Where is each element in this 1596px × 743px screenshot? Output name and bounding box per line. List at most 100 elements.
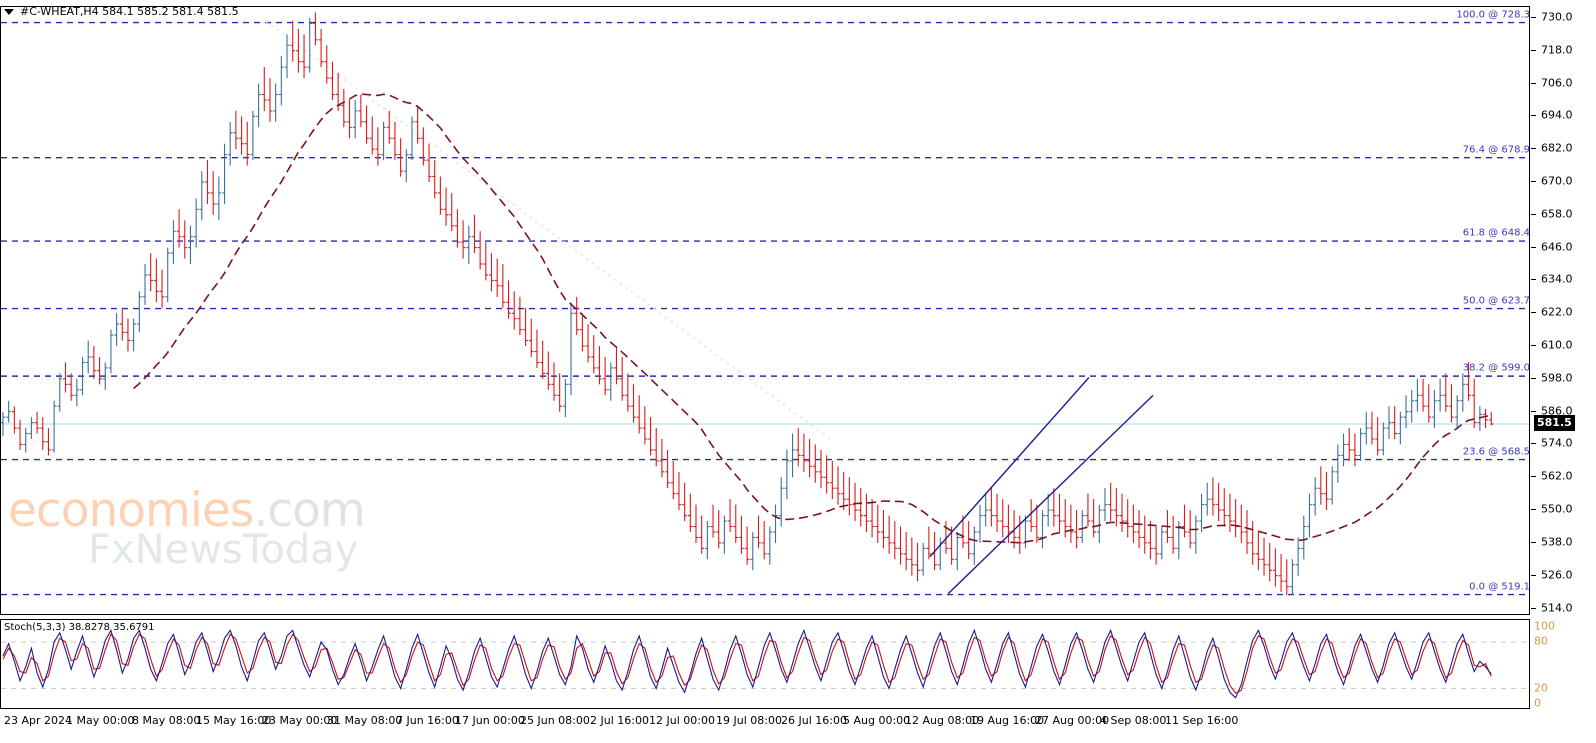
ohlc-bar xyxy=(761,521,767,560)
ohlc-bar xyxy=(1318,466,1324,505)
ohlc-bar xyxy=(841,471,847,511)
ohlc-bar xyxy=(324,45,330,84)
ohlc-bar xyxy=(1420,378,1426,412)
triangle-down-icon[interactable] xyxy=(4,8,14,15)
ohlc-bar xyxy=(517,296,523,336)
ohlc-bar xyxy=(1375,417,1381,456)
price-tick-label: 646.0 xyxy=(1541,240,1573,254)
ohlc-bar xyxy=(648,417,653,456)
ohlc-bar xyxy=(1426,384,1432,423)
price-tick-mark xyxy=(1531,574,1536,576)
ohlc-bar xyxy=(926,526,932,560)
time-axis-label: 5 Aug 00:00 xyxy=(843,714,911,727)
time-axis-label: 25 Jun 08:00 xyxy=(520,714,590,727)
ohlc-bar xyxy=(244,121,250,166)
ohlc-bar xyxy=(608,362,614,401)
time-axis-label: 31 May 08:00 xyxy=(327,714,403,727)
stochastic-pane[interactable] xyxy=(0,619,1530,709)
ohlc-bar xyxy=(29,417,34,440)
price-tick-label: 526.0 xyxy=(1541,568,1573,582)
time-axis-label: 8 May 08:00 xyxy=(132,714,201,727)
ohlc-bar xyxy=(1278,553,1284,593)
ohlc-bar xyxy=(1380,422,1386,456)
stochastic-axis: 100 80 20 0 xyxy=(1531,619,1596,709)
ohlc-bar xyxy=(432,160,438,199)
ohlc-bar xyxy=(131,318,137,352)
ohlc-bar xyxy=(159,269,165,308)
symbol-ohlc-label: #C-WHEAT,H4 584.1 585.2 581.4 581.5 xyxy=(20,5,239,18)
ohlc-bar xyxy=(1392,406,1398,440)
ohlc-bar xyxy=(1250,521,1256,565)
ohlc-bar xyxy=(977,504,983,543)
ohlc-bar xyxy=(1023,515,1028,549)
ohlc-bar xyxy=(193,198,199,248)
ohlc-bar xyxy=(909,537,915,576)
ohlc-bar xyxy=(1397,411,1403,445)
ohlc-bar xyxy=(1471,378,1477,429)
stochastic-k-line xyxy=(2,628,1492,699)
ohlc-bar xyxy=(954,531,960,571)
ohlc-bar xyxy=(358,94,364,128)
ohlc-bar xyxy=(1335,444,1341,483)
ohlc-bar xyxy=(17,419,23,450)
ohlc-bar xyxy=(665,449,670,489)
stochastic-d-line xyxy=(2,633,1492,694)
ohlc-bar xyxy=(295,28,301,73)
price-tick-mark xyxy=(1531,82,1536,84)
ohlc-bar xyxy=(369,116,375,155)
ohlc-bar xyxy=(483,242,489,281)
ohlc-bar xyxy=(1346,428,1352,461)
time-axis[interactable]: 23 Apr 2024 1 May 00:00 8 May 08:00 15 May … xyxy=(0,710,1596,743)
ohlc-bar xyxy=(119,307,125,341)
ohlc-bar xyxy=(1238,504,1244,543)
ohlc-bar xyxy=(199,171,205,221)
ohlc-bar xyxy=(375,127,381,166)
price-tick-mark xyxy=(1531,410,1536,412)
ohlc-bar xyxy=(142,264,148,306)
ohlc-bar xyxy=(1051,488,1057,527)
ohlc-bar xyxy=(540,340,546,379)
ohlc-bar xyxy=(313,12,318,46)
price-axis[interactable]: 730.0 718.0 706.0 694.0 682.0 670.0 658.0 646.0… xyxy=(1531,6,1596,615)
price-tick-label: 574.0 xyxy=(1541,436,1573,450)
ohlc-bar xyxy=(881,510,886,549)
ohlc-bar xyxy=(153,258,159,303)
ohlc-bar xyxy=(500,264,506,308)
price-tick-label: 610.0 xyxy=(1541,338,1573,352)
ohlc-bar xyxy=(290,20,296,62)
ohlc-bar xyxy=(898,526,903,565)
ohlc-bar xyxy=(892,521,898,560)
price-chart-pane[interactable] xyxy=(0,6,1530,615)
ohlc-bar xyxy=(699,515,705,554)
ohlc-bar xyxy=(767,526,773,565)
ohlc-bar xyxy=(1034,504,1040,543)
time-axis-label: 12 Aug 08:00 xyxy=(905,714,980,727)
price-tick-mark xyxy=(1531,148,1536,150)
ohlc-bar xyxy=(494,258,500,297)
ohlc-bar xyxy=(1125,499,1131,538)
ohlc-bar xyxy=(364,105,369,144)
ohlc-bar xyxy=(704,521,710,560)
ohlc-bar xyxy=(148,253,154,292)
ohlc-bar xyxy=(1267,542,1273,582)
ohlc-bar xyxy=(960,515,966,549)
stochastic-tick-label: 20 xyxy=(1534,681,1548,694)
price-tick-mark xyxy=(1531,49,1536,51)
ohlc-bar xyxy=(1079,510,1085,543)
ohlc-bar xyxy=(386,110,392,144)
ohlc-bar xyxy=(920,542,926,576)
ohlc-bar xyxy=(6,400,12,423)
ohlc-bar xyxy=(1273,548,1278,587)
ohlc-bar xyxy=(1341,433,1346,467)
price-tick-mark xyxy=(1531,115,1536,117)
time-axis-label: 23 May 00:00 xyxy=(262,714,338,727)
ohlc-bar xyxy=(659,439,665,478)
ohlc-bar xyxy=(1204,482,1210,516)
ohlc-bar xyxy=(710,504,716,538)
price-tick-mark xyxy=(1531,607,1536,609)
stochastic-tick-label: 0 xyxy=(1534,696,1541,710)
ohlc-bar xyxy=(256,83,261,128)
descending-resistance-line xyxy=(264,19,835,443)
channel-lower-line xyxy=(947,394,1154,594)
ohlc-bar xyxy=(1000,499,1006,538)
